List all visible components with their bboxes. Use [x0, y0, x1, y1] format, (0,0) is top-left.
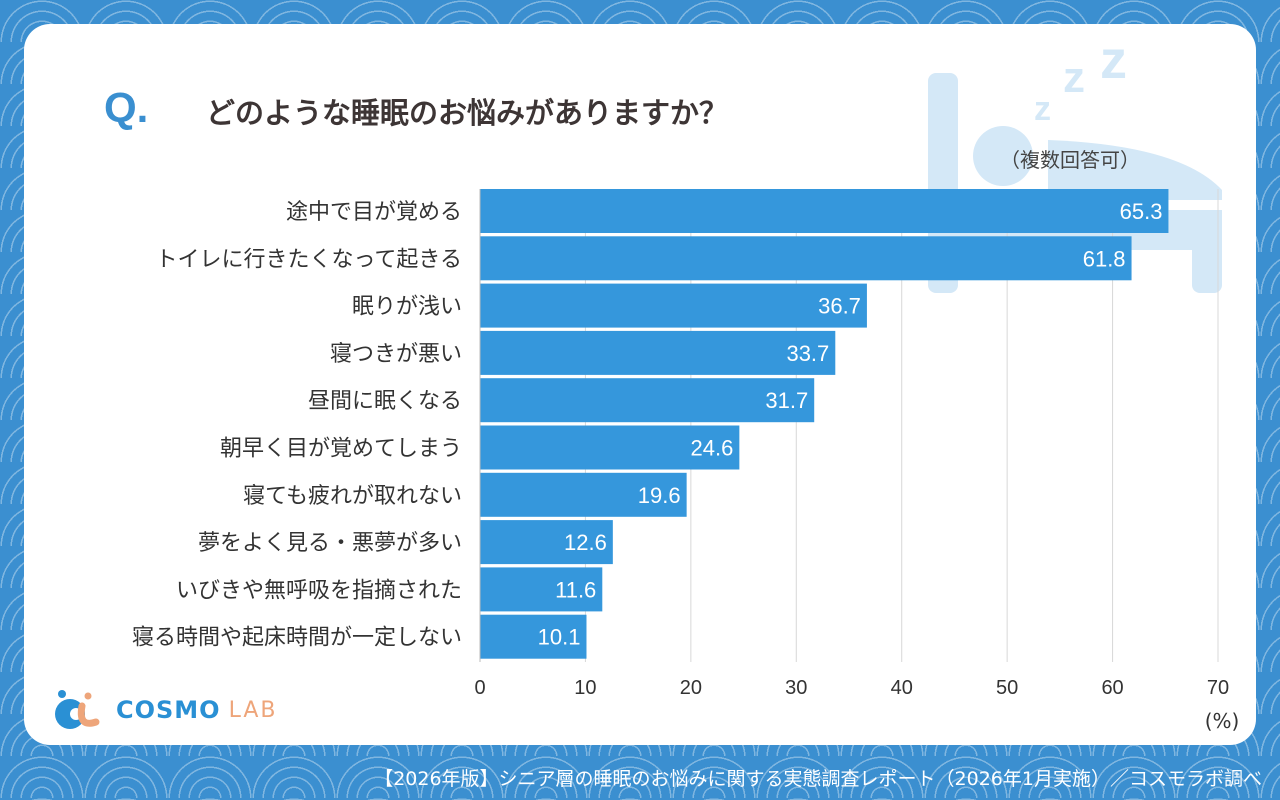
- data-label: 61.8: [1083, 246, 1126, 271]
- data-label: 10.1: [538, 625, 581, 650]
- data-label: 33.7: [786, 341, 829, 366]
- data-label: 65.3: [1120, 199, 1163, 224]
- chart-title: どのような睡眠のお悩みがありますか？: [206, 96, 729, 130]
- data-label: 12.6: [564, 530, 607, 555]
- svg-text:z: z: [1034, 90, 1051, 128]
- bar: [480, 567, 603, 612]
- svg-text:z: z: [1100, 30, 1127, 90]
- x-tick-label: 10: [574, 677, 596, 699]
- bar: [480, 472, 687, 517]
- bar: [480, 378, 815, 423]
- svg-text:z: z: [1063, 53, 1085, 102]
- bar: [480, 283, 867, 328]
- question-mark: Q.: [104, 84, 149, 131]
- category-label: いびきや無呼吸を指摘された: [176, 578, 462, 603]
- category-label: 朝早く目が覚めてしまう: [220, 437, 462, 462]
- x-axis-unit: (%): [1205, 709, 1240, 733]
- x-tick-label: 70: [1207, 677, 1229, 699]
- x-tick-label: 30: [785, 677, 807, 699]
- data-label: 19.6: [638, 483, 681, 508]
- bar: [480, 330, 836, 375]
- multiple-answer-note: （複数回答可）: [1000, 148, 1140, 172]
- data-label: 31.7: [765, 388, 808, 413]
- x-tick-label: 40: [891, 677, 913, 699]
- logo-icon: [55, 690, 100, 729]
- bar: [480, 520, 613, 565]
- data-label: 24.6: [691, 436, 734, 461]
- x-tick-label: 20: [680, 677, 702, 699]
- data-label: 11.6: [555, 577, 596, 602]
- source-footer: 【2026年版】シニア層の睡眠のお悩みに関する実態調査レポート（2026年1月実…: [374, 768, 1262, 790]
- data-label: 36.7: [818, 294, 861, 319]
- x-tick-label: 60: [1101, 677, 1123, 699]
- category-label: 眠りが浅い: [352, 295, 462, 320]
- category-label: トイレに行きたくなって起きる: [156, 247, 462, 272]
- bar: [480, 425, 740, 470]
- bar: [480, 614, 587, 659]
- category-label: 寝つきが悪い: [330, 342, 462, 367]
- category-label: 寝る時間や起床時間が一定しない: [132, 626, 462, 651]
- category-label: 寝ても疲れが取れない: [243, 484, 462, 509]
- category-label: 途中で目が覚める: [286, 200, 462, 225]
- x-tick-label: 0: [474, 677, 485, 699]
- x-tick-label: 50: [996, 677, 1018, 699]
- bar: [480, 236, 1132, 281]
- category-label: 夢をよく見る・悪夢が多い: [198, 531, 462, 556]
- bar: [480, 189, 1169, 233]
- category-label: 昼間に眠くなる: [308, 389, 462, 414]
- cosmo-lab-logo: COSMO LAB: [48, 688, 278, 732]
